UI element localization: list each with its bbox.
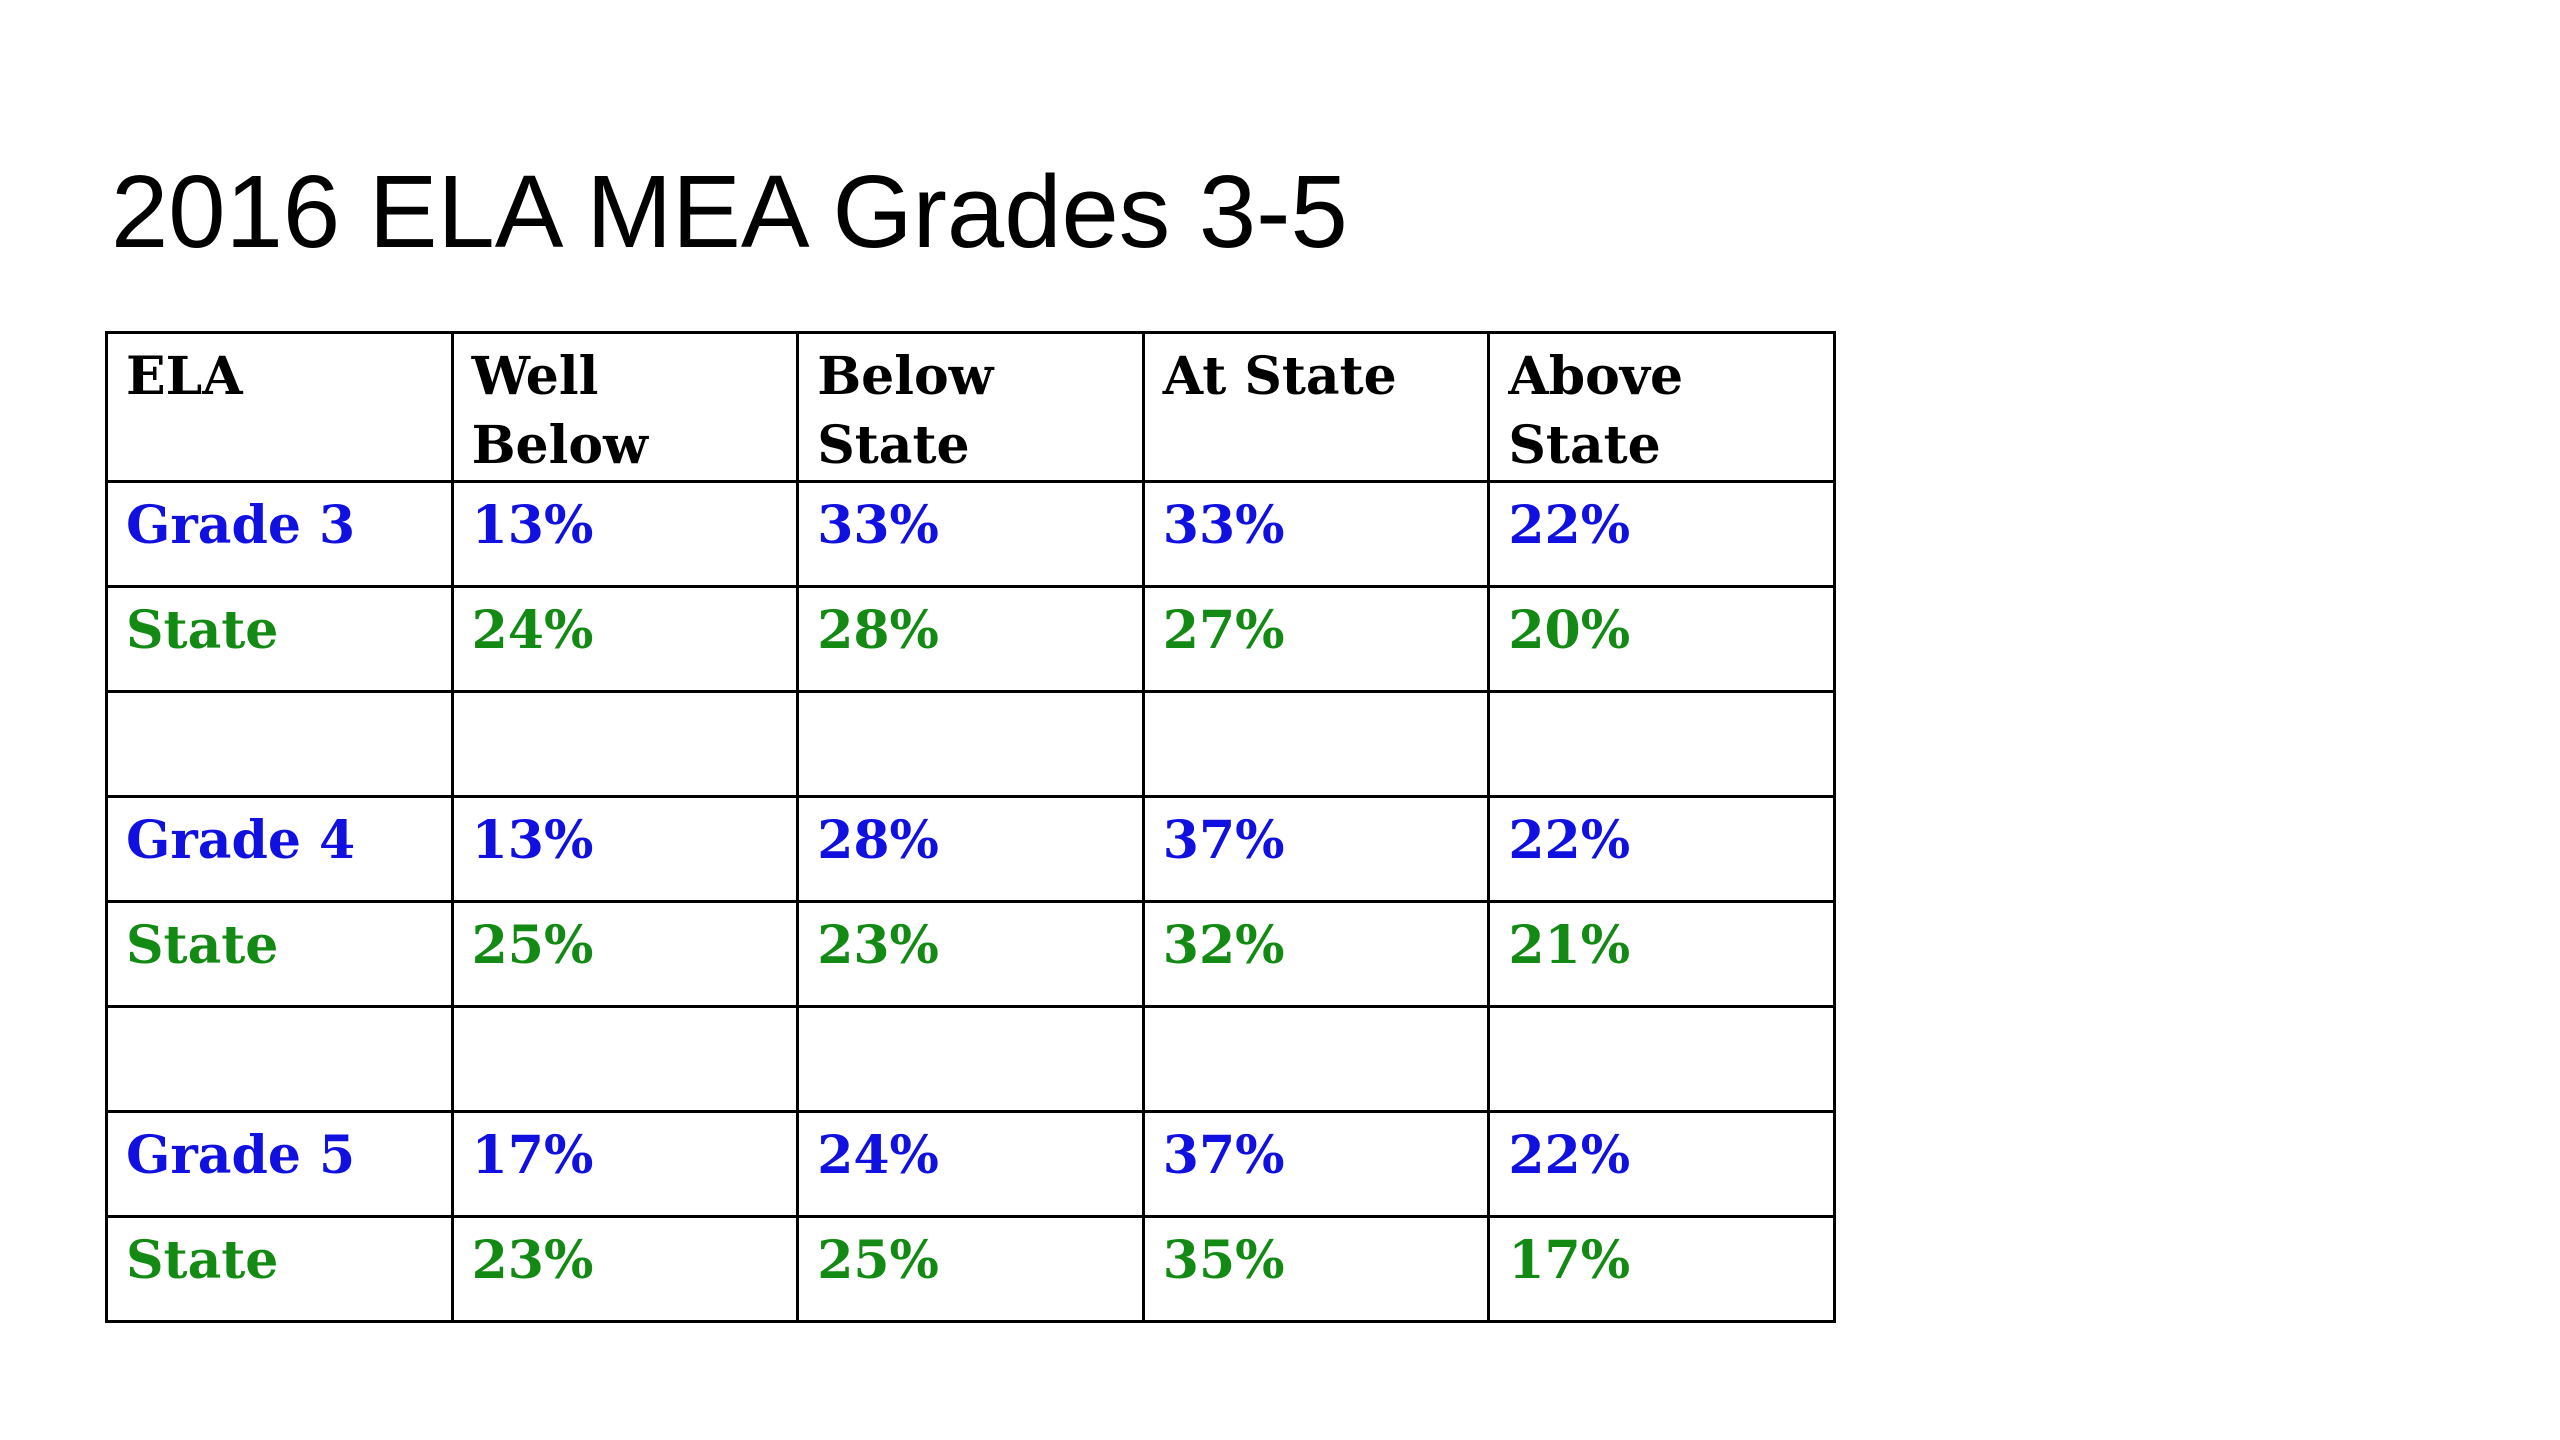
empty-cell (796, 1005, 1145, 1113)
row-label: Grade 4 (105, 795, 454, 903)
empty-cell (1141, 690, 1491, 798)
row-label: State (105, 900, 454, 1008)
cell-above-state: 21% (1487, 900, 1836, 1008)
cell-below-state: 28% (796, 795, 1145, 903)
ela-scores-table: ELA Well Below Below State At State Abov… (105, 331, 1836, 1323)
header-above-state: Above State (1487, 331, 1836, 483)
cell-above-state: 20% (1487, 585, 1836, 693)
cell-at-state: 33% (1141, 480, 1491, 588)
empty-cell (105, 1005, 454, 1113)
table-row-blank (105, 1005, 1836, 1113)
cell-at-state: 35% (1141, 1215, 1491, 1323)
cell-at-state: 27% (1141, 585, 1491, 693)
empty-cell (1487, 1005, 1836, 1113)
header-row: ELA Well Below Below State At State Abov… (105, 331, 1836, 483)
empty-cell (1487, 690, 1836, 798)
cell-below-state: 23% (796, 900, 1145, 1008)
empty-cell (105, 690, 454, 798)
cell-at-state: 32% (1141, 900, 1491, 1008)
table-row-grade-4: Grade 4 13% 28% 37% 22% (105, 795, 1836, 903)
row-label: Grade 5 (105, 1110, 454, 1218)
table-row-state-grade-3: State 24% 28% 27% 20% (105, 585, 1836, 693)
table-row-grade-3: Grade 3 13% 33% 33% 22% (105, 480, 1836, 588)
cell-well-below: 25% (450, 900, 800, 1008)
row-label: Grade 3 (105, 480, 454, 588)
empty-cell (450, 1005, 800, 1113)
table-row-grade-5: Grade 5 17% 24% 37% 22% (105, 1110, 1836, 1218)
cell-below-state: 25% (796, 1215, 1145, 1323)
cell-well-below: 24% (450, 585, 800, 693)
cell-above-state: 22% (1487, 1110, 1836, 1218)
slide-title: 2016 ELA MEA Grades 3-5 (111, 154, 1348, 269)
table-row-state-grade-5: State 23% 25% 35% 17% (105, 1215, 1836, 1323)
cell-above-state: 22% (1487, 480, 1836, 588)
header-at-state: At State (1141, 331, 1491, 483)
cell-at-state: 37% (1141, 795, 1491, 903)
table-row-blank (105, 690, 1836, 798)
row-label: State (105, 585, 454, 693)
cell-below-state: 28% (796, 585, 1145, 693)
header-ela: ELA (105, 331, 454, 483)
cell-above-state: 22% (1487, 795, 1836, 903)
empty-cell (450, 690, 800, 798)
cell-above-state: 17% (1487, 1215, 1836, 1323)
header-below-state: Below State (796, 331, 1145, 483)
cell-well-below: 13% (450, 795, 800, 903)
cell-below-state: 24% (796, 1110, 1145, 1218)
cell-below-state: 33% (796, 480, 1145, 588)
row-label: State (105, 1215, 454, 1323)
empty-cell (1141, 1005, 1491, 1113)
table-row-state-grade-4: State 25% 23% 32% 21% (105, 900, 1836, 1008)
cell-well-below: 17% (450, 1110, 800, 1218)
cell-well-below: 23% (450, 1215, 800, 1323)
cell-well-below: 13% (450, 480, 800, 588)
cell-at-state: 37% (1141, 1110, 1491, 1218)
header-well-below: Well Below (450, 331, 800, 483)
empty-cell (796, 690, 1145, 798)
